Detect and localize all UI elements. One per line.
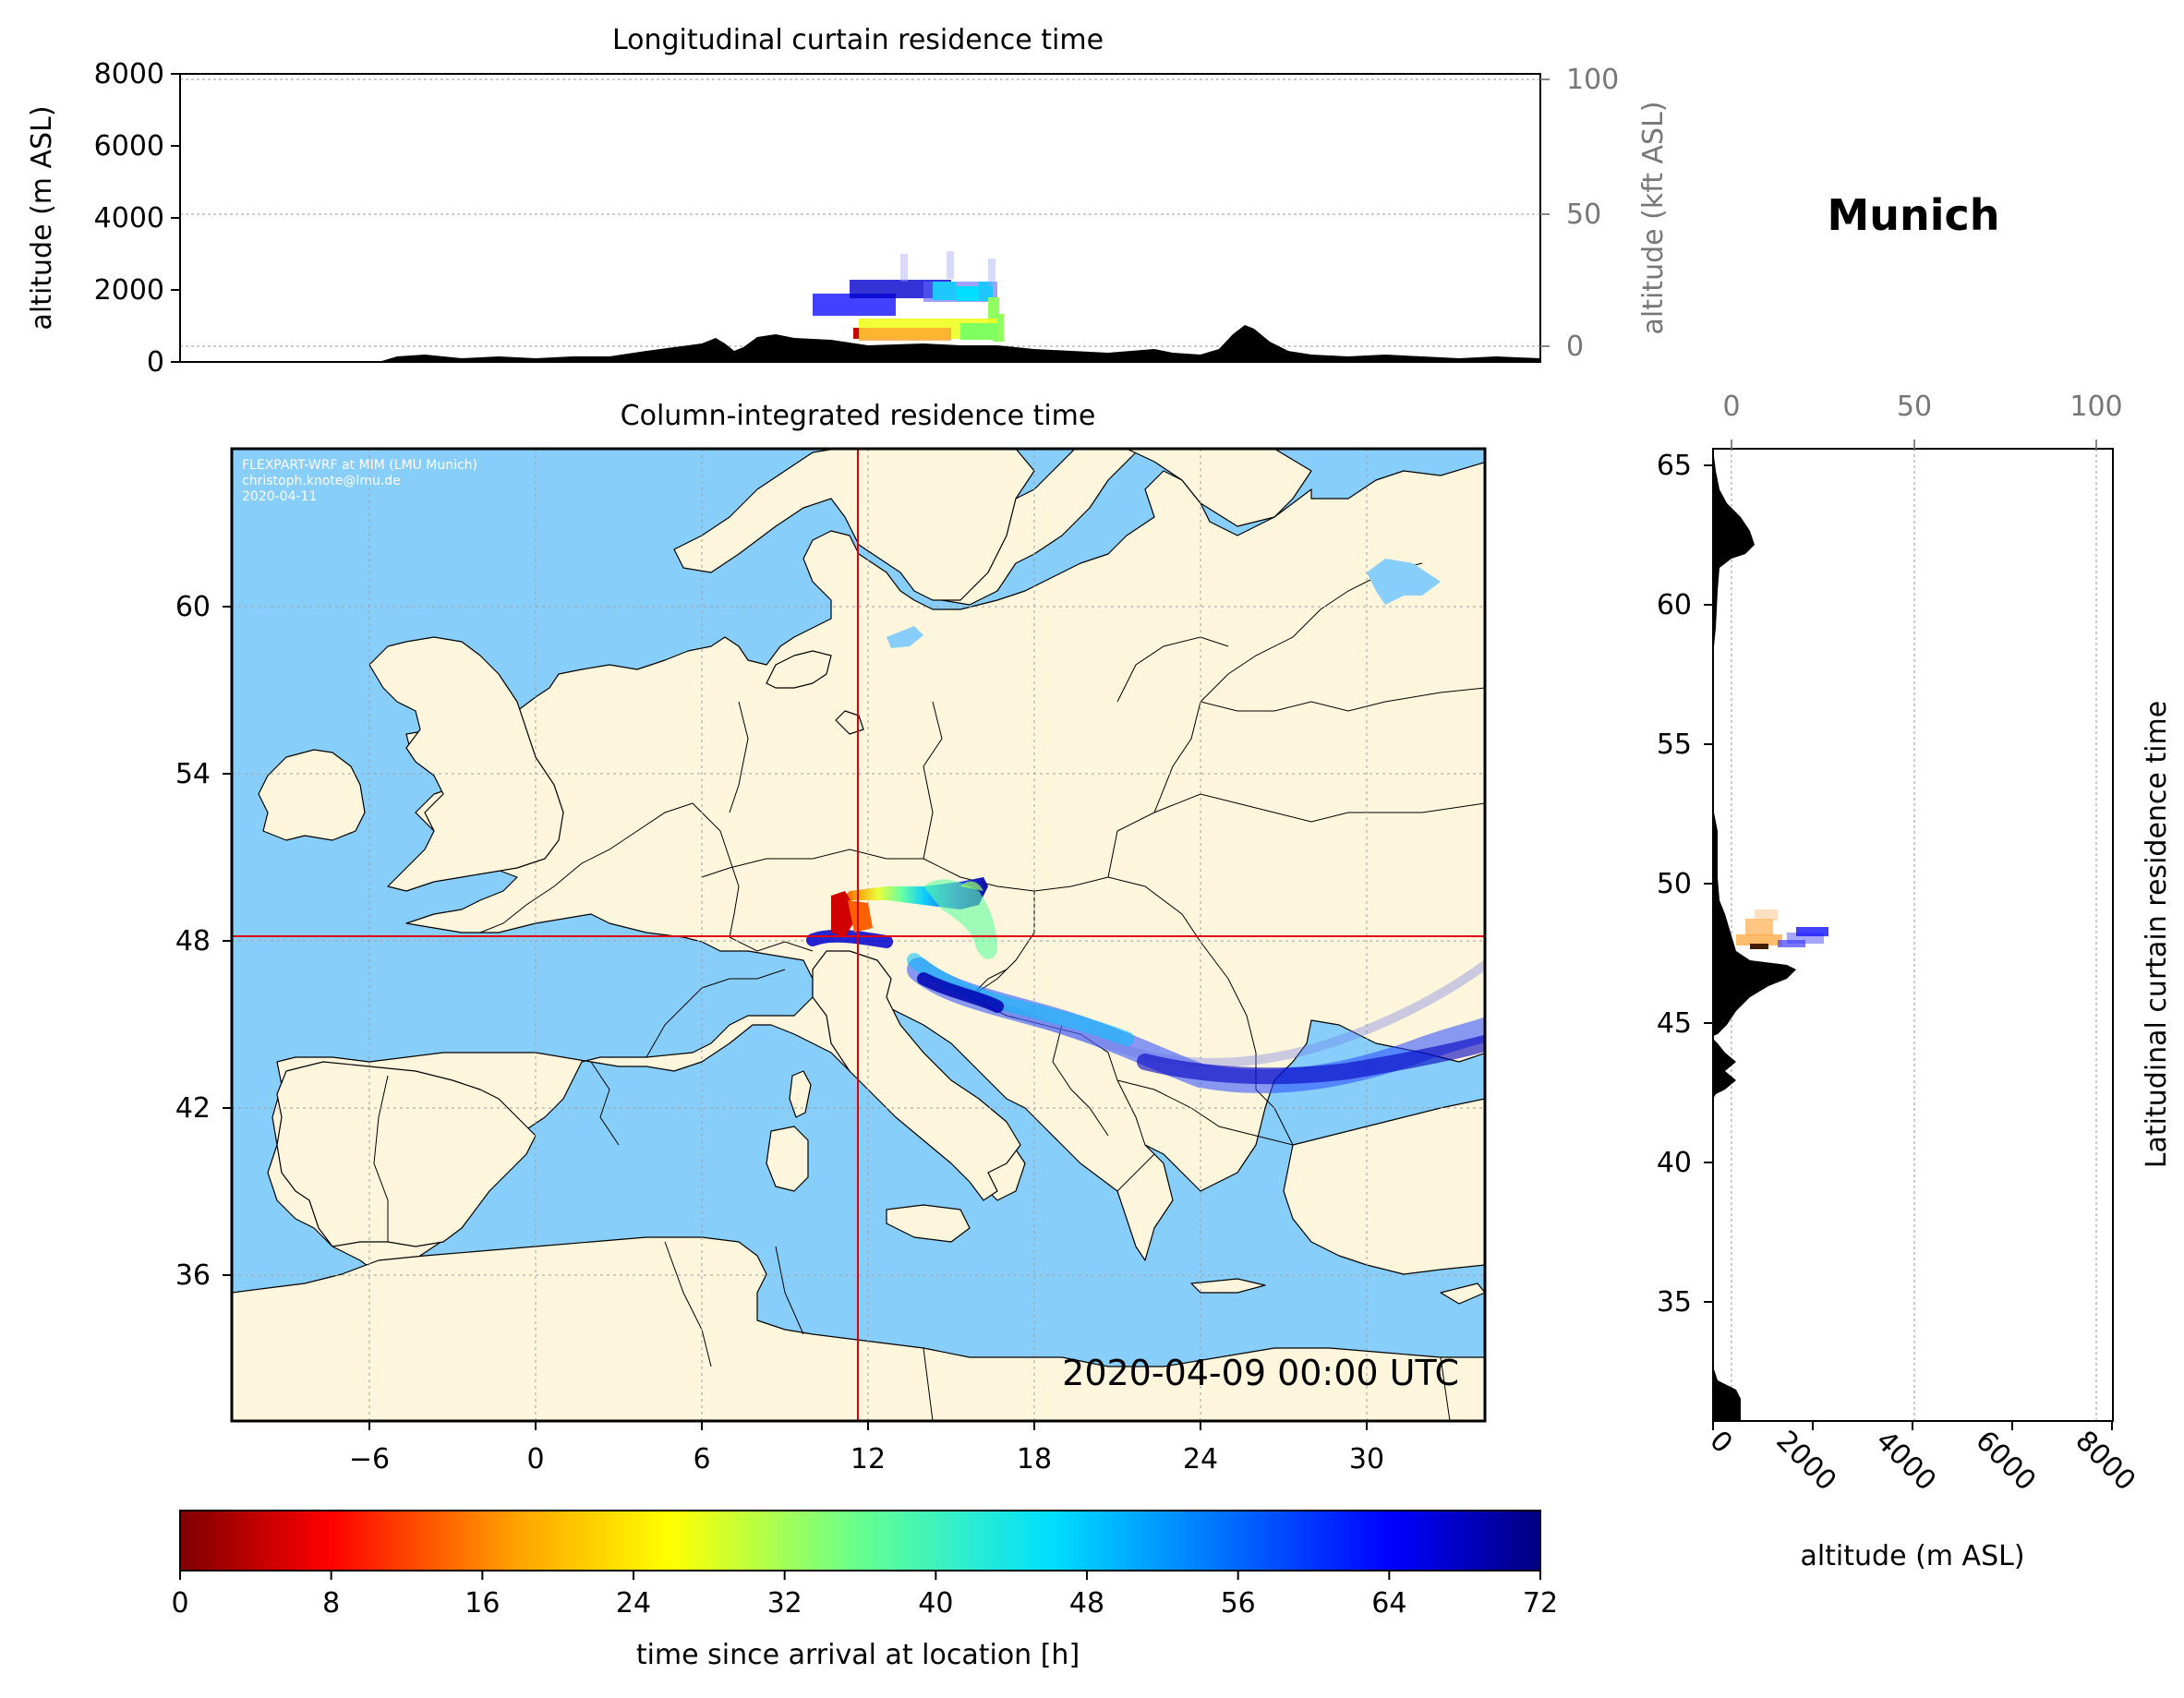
credit-line: christoph.knote@lmu.de — [242, 474, 401, 488]
top-ylabel-right: altitude (kft ASL) — [1637, 101, 1670, 334]
credit-block: FLEXPART-WRF at MIM (LMU Munich) christo… — [242, 458, 477, 504]
right-plume — [1736, 909, 1828, 949]
right-ylabel: Latitudinal curtain residence time — [2141, 701, 2173, 1168]
right-topography — [1713, 449, 1796, 1421]
top-left-ticks — [171, 73, 180, 363]
map-xtick-label: 24 — [1183, 1443, 1218, 1475]
map-xtick-label: 12 — [851, 1443, 886, 1475]
map-ytick-label: 42 — [175, 1092, 211, 1125]
great-britain — [368, 636, 564, 892]
right-ytick-label: 55 — [1657, 729, 1692, 761]
top-ytick-label: 2000 — [94, 274, 164, 307]
top-right-ytick-label: 100 — [1566, 64, 1619, 96]
map-ticks — [223, 606, 1368, 1430]
map-xtick-label: 30 — [1349, 1443, 1384, 1475]
right-ytick-label: 65 — [1657, 450, 1692, 482]
map-ytick-label: 36 — [175, 1259, 211, 1292]
top-ytick-label: 4000 — [94, 202, 164, 235]
right-ytick-label: 60 — [1657, 589, 1692, 621]
colorbar-tick-label: 24 — [616, 1587, 651, 1620]
right-bottom-xtick-label: 2000 — [1769, 1425, 1842, 1498]
map-gridlines — [232, 449, 1485, 1421]
colorbar-ticks — [179, 1571, 1541, 1580]
map-xtick-label: 0 — [526, 1443, 544, 1475]
right-top-xtick-label: 0 — [1722, 391, 1740, 423]
colorbar-tick-label: 48 — [1069, 1587, 1104, 1620]
north-africa — [232, 1236, 1485, 1421]
map-xtick-label: −6 — [349, 1443, 390, 1475]
right-ytick-label: 40 — [1657, 1147, 1692, 1179]
right-gridlines — [1731, 449, 2097, 1421]
ireland — [258, 749, 366, 841]
credit-line: 2020-04-11 — [242, 489, 317, 504]
right-top-xtick-label: 100 — [2069, 391, 2122, 423]
top-right-ticks — [1540, 78, 1550, 347]
top-ytick-label: 0 — [147, 346, 164, 379]
crete — [1190, 1278, 1266, 1294]
latitudinal-curtain-panel: 35 40 45 50 55 60 65 0 50 100 0 — [1657, 391, 2173, 1572]
lake-ladoga — [1367, 559, 1441, 605]
corsica — [789, 1070, 812, 1118]
sicily — [886, 1204, 971, 1243]
map-frame — [230, 447, 1487, 1423]
zealand — [835, 710, 864, 735]
colorbar-tick-label: 64 — [1371, 1587, 1406, 1620]
colorbar-tick-label: 40 — [918, 1587, 953, 1620]
longitudinal-curtain-panel: Longitudinal curtain residence time — [26, 24, 1670, 379]
colorbar-gradient — [179, 1510, 1541, 1572]
credit-line: FLEXPART-WRF at MIM (LMU Munich) — [242, 458, 477, 473]
right-yticks — [1704, 464, 1713, 1303]
colorbar-label: time since arrival at location [h] — [636, 1639, 1080, 1671]
denmark — [766, 650, 832, 689]
location-title: Munich — [1827, 190, 1999, 240]
top-ylabel-left: altitude (m ASL) — [26, 105, 58, 330]
top-plume — [813, 251, 1004, 342]
map-ytick-label: 54 — [175, 758, 211, 790]
top-ytick-label: 8000 — [94, 58, 164, 90]
residence-time-plume — [806, 877, 1485, 1093]
lake-vanern — [887, 626, 923, 648]
colorbar-tick-labels: 0 8 16 24 32 40 48 56 64 72 — [171, 1587, 1558, 1620]
map-panel: Column-integrated residence time — [175, 400, 1487, 1475]
turkey — [1283, 1098, 1485, 1275]
right-top-xtick-label: 50 — [1897, 391, 1932, 423]
right-bottom-xtick-label: 6000 — [1969, 1425, 2042, 1498]
top-topography — [180, 325, 1540, 362]
cyprus — [1440, 1283, 1485, 1305]
map-xtick-label: 18 — [1017, 1443, 1052, 1475]
right-ytick-label: 45 — [1657, 1007, 1692, 1040]
colorbar-tick-label: 56 — [1221, 1587, 1256, 1620]
top-right-ytick-label: 50 — [1566, 199, 1601, 231]
sardinia — [766, 1126, 809, 1192]
map-ytick-label: 48 — [175, 925, 211, 957]
italy — [812, 950, 1021, 1201]
top-right-ytick-label: 0 — [1566, 331, 1584, 363]
right-bottom-xticks — [1712, 1421, 2113, 1430]
right-bottom-xtick-label: 0 — [1703, 1425, 1738, 1460]
colorbar-tick-label: 72 — [1523, 1587, 1558, 1620]
map-timestamp: 2020-04-09 00:00 UTC — [1062, 1353, 1459, 1393]
map-ytick-label: 60 — [175, 591, 211, 623]
right-ytick-label: 50 — [1657, 868, 1692, 900]
colorbar-tick-label: 32 — [767, 1587, 802, 1620]
norway-sweden — [673, 449, 1035, 601]
finland — [1126, 449, 1312, 527]
top-ytick-label: 6000 — [94, 130, 164, 163]
right-top-xticks — [1731, 440, 2097, 449]
right-bottom-xtick-label: 8000 — [2069, 1425, 2142, 1498]
right-xlabel: altitude (m ASL) — [1800, 1540, 2024, 1572]
map-title: Column-integrated residence time — [621, 400, 1096, 432]
colorbar-tick-label: 8 — [322, 1587, 340, 1620]
top-panel-title: Longitudinal curtain residence time — [612, 24, 1104, 56]
colorbar-tick-label: 0 — [171, 1587, 188, 1620]
colorbar: 0 8 16 24 32 40 48 56 64 72 time since arrival at… — [171, 1510, 1558, 1671]
map-xtick-label: 6 — [693, 1443, 710, 1475]
colorbar-tick-label: 16 — [465, 1587, 500, 1620]
right-bottom-xtick-label: 4000 — [1869, 1425, 1942, 1498]
right-ytick-label: 35 — [1657, 1286, 1692, 1319]
